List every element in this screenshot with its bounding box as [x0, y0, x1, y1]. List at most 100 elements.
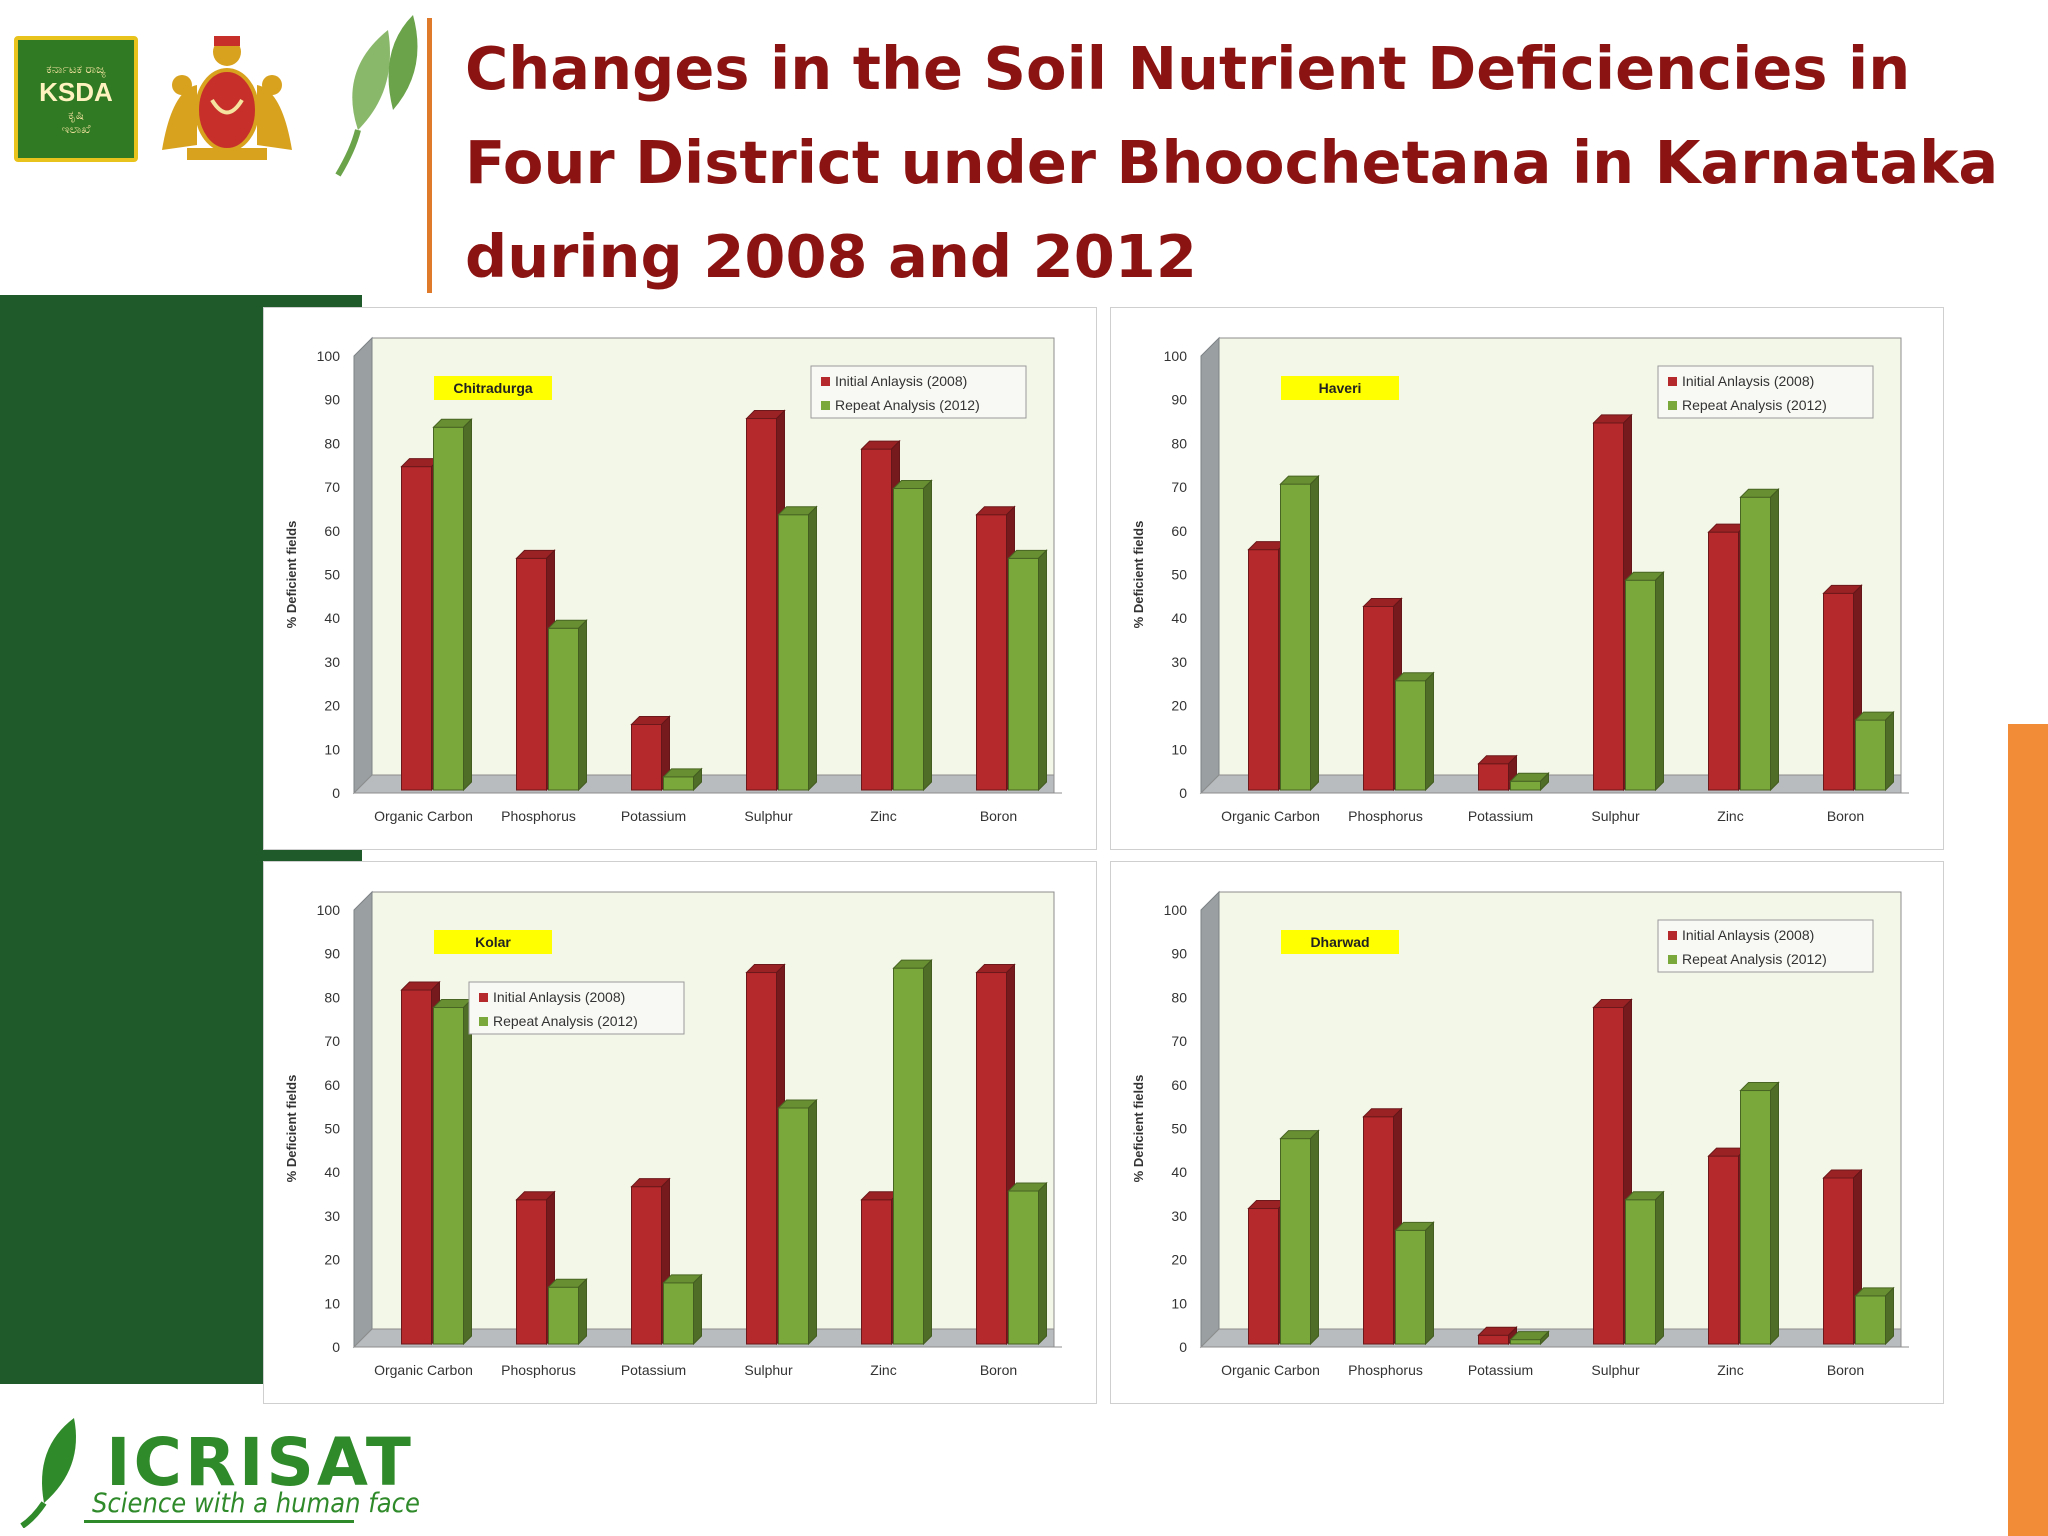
- y-tick-label: 40: [1171, 610, 1187, 626]
- y-tick-label: 20: [324, 698, 340, 714]
- bar-side-face: [463, 418, 472, 792]
- chart-side-wall: [1200, 890, 1220, 1349]
- x-tick-label: Potassium: [1468, 808, 1533, 824]
- bar-front-face: [861, 1199, 892, 1345]
- bar-side-face: [1770, 488, 1779, 792]
- y-tick-label: 100: [317, 902, 341, 918]
- legend: Initial Anlaysis (2008) Repeat Analysis (…: [1657, 365, 1874, 419]
- bar-zinc-repeat: [1739, 488, 1780, 792]
- bar-side-face: [1038, 1181, 1047, 1346]
- x-tick-label: Zinc: [1717, 1362, 1743, 1378]
- legend-label: Repeat Analysis (2012): [493, 1013, 638, 1029]
- x-tick-label: Boron: [980, 1362, 1017, 1378]
- bar-front-face: [631, 1186, 662, 1345]
- x-tick-labels: Organic Carbon Phosphorus Potassium Sulphur…: [1221, 808, 1864, 824]
- y-tick-label: 40: [1171, 1164, 1187, 1180]
- legend-swatch: [1668, 931, 1677, 940]
- bar-front-face: [401, 466, 432, 791]
- bar-organic-carbon-repeat: [432, 998, 473, 1346]
- bar-phosphorus-initial: [1362, 597, 1403, 792]
- bar-sulphur-initial: [1592, 998, 1633, 1346]
- bars: [1247, 413, 1895, 792]
- bar-phosphorus-repeat: [1394, 1221, 1435, 1346]
- bar-organic-carbon-repeat: [1279, 474, 1320, 792]
- bar-front-face: [1363, 605, 1394, 791]
- bar-front-face: [1248, 549, 1279, 791]
- bar-front-face: [1478, 1334, 1509, 1345]
- bar-side-face: [1425, 671, 1434, 792]
- y-tick-label: 30: [324, 1208, 340, 1224]
- bar-side-face: [1425, 1221, 1434, 1346]
- district-label: Dharwad: [1281, 930, 1399, 954]
- bar-front-face: [548, 1286, 579, 1345]
- bar-front-face: [1855, 1295, 1886, 1345]
- karnataka-emblem-icon: [162, 36, 292, 160]
- bar-zinc-repeat: [892, 479, 933, 792]
- bar-front-face: [976, 514, 1007, 791]
- chart-chitradurga-plot: 0 10 20 30 40 50 60 70 80 90 100 % Deficient fields…: [284, 336, 1062, 824]
- y-tick-label: 0: [1179, 1339, 1187, 1355]
- x-tick-label: Phosphorus: [1348, 1362, 1423, 1378]
- bar-side-face: [463, 998, 472, 1346]
- bar-front-face: [1708, 1155, 1739, 1345]
- y-tick-label: 50: [1171, 567, 1187, 583]
- y-tick-label: 80: [1171, 435, 1187, 451]
- chart-side-wall: [1200, 336, 1220, 795]
- bar-side-face: [923, 479, 932, 792]
- legend-swatch: [1668, 401, 1677, 410]
- bar-front-face: [1008, 1190, 1039, 1345]
- bar-front-face: [1740, 1090, 1771, 1345]
- bar-boron-repeat: [1854, 1286, 1895, 1346]
- bar-front-face: [893, 487, 924, 791]
- y-tick-label: 10: [1171, 741, 1187, 757]
- bar-front-face: [401, 989, 432, 1345]
- legend: Initial Anlaysis (2008) Repeat Analysis (…: [468, 981, 685, 1035]
- legend-box: [1657, 365, 1874, 419]
- y-axis-label: % Deficient fields: [1131, 521, 1146, 629]
- y-tick-label: 50: [324, 567, 340, 583]
- bar-front-face: [1708, 531, 1739, 791]
- chart-back-wall: [371, 891, 1055, 1330]
- bar-front-face: [663, 776, 694, 791]
- y-tick-label: 40: [324, 610, 340, 626]
- bar-side-face: [1310, 474, 1319, 792]
- bar-side-face: [1885, 1286, 1894, 1346]
- district-label: Kolar: [434, 930, 552, 954]
- bar-zinc-repeat: [892, 958, 933, 1346]
- bar-zinc-repeat: [1739, 1081, 1780, 1346]
- bar-side-face: [1038, 549, 1047, 792]
- bars: [400, 958, 1048, 1346]
- y-tick-label: 50: [1171, 1121, 1187, 1137]
- bar-side-face: [1310, 1129, 1319, 1346]
- y-tick-label: 70: [1171, 1033, 1187, 1049]
- x-tick-label: Boron: [1827, 808, 1864, 824]
- y-tick-label: 80: [1171, 989, 1187, 1005]
- y-tick-label: 100: [1164, 348, 1188, 364]
- bar-sulphur-initial: [1592, 413, 1633, 792]
- x-tick-label: Zinc: [870, 808, 896, 824]
- chart-side-wall: [353, 890, 373, 1349]
- y-tick-label: 90: [1171, 946, 1187, 962]
- x-tick-labels: Organic Carbon Phosphorus Potassium Sulphur…: [374, 808, 1017, 824]
- bar-front-face: [1823, 592, 1854, 791]
- title-divider: [427, 18, 432, 293]
- bar-front-face: [1280, 1138, 1311, 1345]
- x-tick-label: Organic Carbon: [1221, 1362, 1320, 1378]
- district-label: Chitradurga: [434, 376, 552, 400]
- x-tick-label: Sulphur: [1591, 808, 1640, 824]
- legend-label: Initial Anlaysis (2008): [1682, 927, 1814, 943]
- bar-front-face: [1395, 1229, 1426, 1345]
- bar-front-face: [778, 514, 809, 791]
- bar-sulphur-repeat: [1624, 571, 1665, 792]
- x-tick-label: Organic Carbon: [374, 1362, 473, 1378]
- bar-front-face: [746, 972, 777, 1345]
- legend-label: Repeat Analysis (2012): [835, 397, 980, 413]
- y-tick-label: 30: [1171, 1208, 1187, 1224]
- x-tick-label: Phosphorus: [1348, 808, 1423, 824]
- legend-swatch: [821, 401, 830, 410]
- legend-swatch: [479, 993, 488, 1002]
- bar-front-face: [861, 448, 892, 791]
- ksda-logo-name: KSDA: [39, 77, 113, 107]
- district-label-bg: [1281, 376, 1399, 400]
- bar-phosphorus-repeat: [1394, 671, 1435, 792]
